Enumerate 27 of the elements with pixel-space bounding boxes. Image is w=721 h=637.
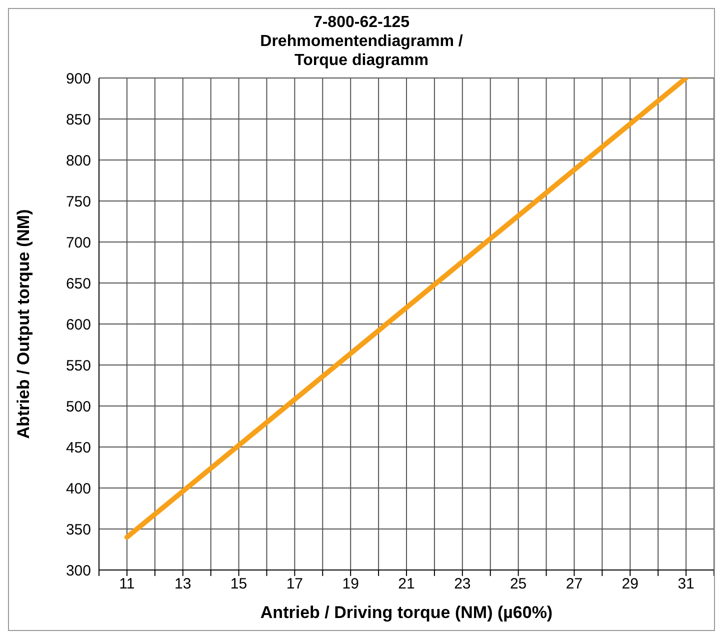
x-tick-label: 23	[454, 576, 471, 593]
x-axis-title: Antrieb / Driving torque (NM) (µ60%)	[260, 603, 553, 622]
y-axis-title: Abtrieb / Output torque (NM)	[14, 209, 34, 439]
x-tick-label: 21	[398, 576, 415, 593]
x-tick-label: 31	[678, 576, 694, 593]
y-tick-label: 750	[66, 193, 91, 210]
x-tick-label: 25	[510, 576, 527, 593]
x-tick-label: 19	[342, 576, 359, 593]
x-tick-label: 27	[566, 576, 583, 593]
x-tick-label: 13	[174, 576, 192, 593]
chart-title: 7-800-62-125 Drehmomentendiagramm / Torque diagramm	[259, 13, 464, 70]
y-tick-label: 800	[66, 152, 91, 170]
y-tick-label: 900	[66, 70, 91, 88]
y-tick-label: 350	[66, 521, 91, 538]
y-tick-label: 500	[66, 398, 91, 416]
y-tick-label: 400	[66, 480, 91, 498]
y-tick-label: 700	[66, 234, 91, 252]
y-tick-label: 600	[66, 316, 91, 334]
y-tick-label: 550	[66, 357, 91, 374]
y-tick-label: 300	[66, 562, 91, 580]
x-tick-label: 15	[230, 576, 248, 593]
y-tick-label: 850	[66, 111, 91, 128]
x-tick-label: 11	[119, 576, 135, 593]
y-tick-label: 650	[66, 275, 91, 292]
x-tick-label: 17	[286, 576, 304, 593]
x-tick-label: 29	[622, 576, 638, 593]
y-tick-label: 450	[66, 439, 91, 456]
